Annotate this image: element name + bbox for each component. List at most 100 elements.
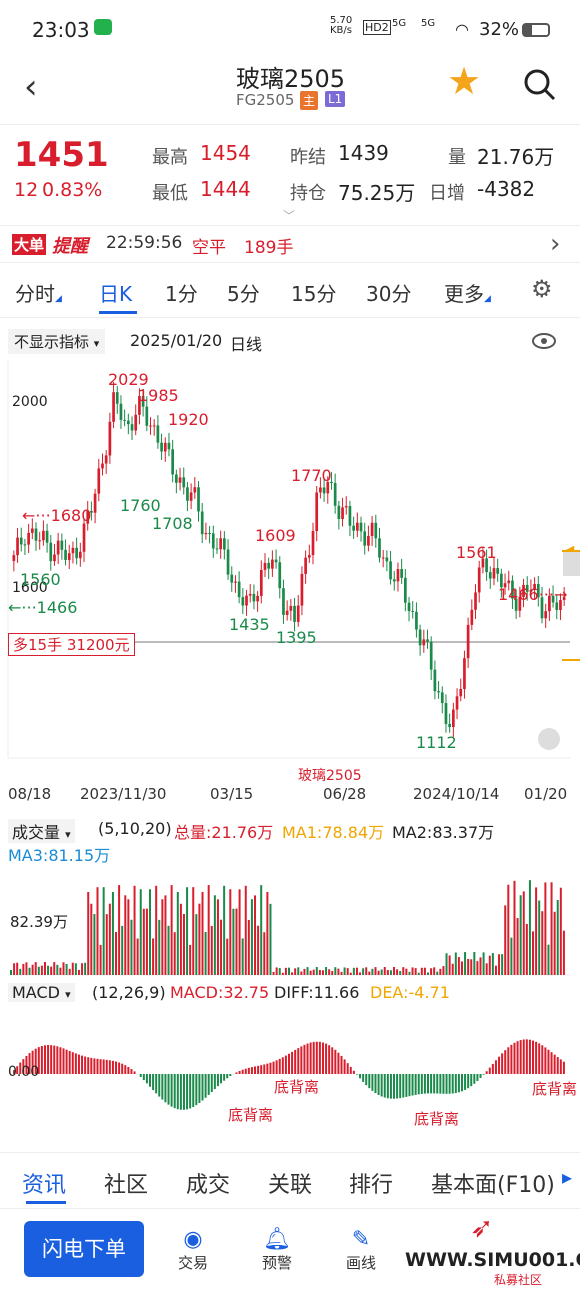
tab-5min[interactable]: 5分 — [227, 282, 260, 306]
trade-button[interactable]: ◉ 交易 — [163, 1227, 223, 1273]
tab-fundamentals[interactable]: 基本面(F10) — [431, 1173, 555, 1198]
volume-bar — [393, 967, 396, 975]
candle-body — [45, 530, 49, 543]
candle-body — [525, 584, 529, 592]
period-tabs: 分时◢ 日K 1分 5分 15分 30分 更多◢ ⚙ — [0, 264, 580, 318]
macd-bar — [53, 1045, 56, 1074]
macd-bar — [337, 1052, 340, 1074]
flash-order-button[interactable]: 闪电下单 — [24, 1221, 144, 1277]
candle-body — [285, 610, 289, 615]
back-icon[interactable]: ‹ — [24, 67, 38, 107]
tab-1min[interactable]: 1分 — [165, 282, 198, 306]
tab-more[interactable]: 更多◢ — [444, 282, 491, 306]
macd-bar — [544, 1047, 547, 1074]
x-label: 08/18 — [8, 785, 52, 803]
prev-settle-label: 昨结 — [290, 147, 326, 168]
macd-bar — [176, 1074, 179, 1110]
tab-related[interactable]: 关联 — [268, 1173, 313, 1198]
kline-chart[interactable]: 2000 1600 2029 1985 1920 ←···1680 1760 1… — [0, 360, 580, 760]
macd-bar — [433, 1074, 436, 1094]
macd-bar — [244, 1068, 247, 1074]
candle-body — [562, 597, 566, 601]
daily-increase-value: -4382 — [477, 177, 536, 201]
macd-bar — [223, 1074, 226, 1081]
volume-bar — [288, 967, 290, 975]
candle-body — [389, 561, 392, 580]
kline-date: 2025/01/20 — [130, 331, 223, 350]
macd-bar — [430, 1074, 433, 1094]
settings-gear-icon[interactable]: ⚙ — [531, 275, 553, 303]
search-icon[interactable] — [522, 67, 558, 103]
indicator-select[interactable]: 不显示指标 ▾ — [8, 329, 106, 354]
candle-body — [152, 425, 156, 427]
volume-bar — [516, 918, 519, 975]
volume-bar — [254, 895, 257, 975]
volume-chart[interactable]: 82.39万 — [0, 865, 580, 977]
macd-bar — [266, 1063, 269, 1074]
side-panel-handle[interactable] — [563, 552, 580, 576]
candle-body — [141, 396, 145, 407]
eye-icon[interactable] — [532, 331, 556, 351]
tab-15min[interactable]: 15分 — [291, 282, 337, 306]
expand-chevron-icon[interactable]: ﹀ — [283, 209, 296, 223]
candle-body — [71, 547, 75, 554]
tab-community[interactable]: 社区 — [104, 1173, 149, 1198]
volume-bar — [300, 971, 303, 975]
macd-bar — [28, 1053, 31, 1074]
candle-body — [485, 558, 488, 573]
volume-indicator-select[interactable]: 成交量 ▾ — [8, 819, 75, 843]
big-order-alert[interactable]: 大单 提醒 22:59:56 空平 189手 › — [0, 225, 580, 263]
volume-bar — [124, 895, 127, 975]
volume-bar — [139, 889, 142, 975]
volume-bar — [479, 957, 482, 975]
draw-line-button[interactable]: ✎ 画线 — [331, 1227, 391, 1273]
volume-bar — [501, 954, 504, 975]
volume-bar — [510, 937, 513, 975]
annotation-low: 1435 — [229, 615, 270, 634]
tab-30min[interactable]: 30分 — [366, 282, 412, 306]
candle-body — [263, 562, 267, 570]
macd-bar — [525, 1039, 528, 1074]
candle-body — [108, 421, 112, 456]
macd-bar — [507, 1047, 510, 1074]
tab-news[interactable]: 资讯 — [22, 1173, 67, 1198]
macd-bar — [473, 1074, 476, 1084]
candle-body — [307, 555, 311, 558]
volume-bar — [207, 885, 210, 975]
annotation-high: 1466···→ — [498, 585, 568, 604]
macd-bar — [442, 1074, 445, 1094]
fullscreen-icon[interactable] — [538, 728, 560, 750]
macd-bar — [411, 1074, 414, 1096]
macd-bar — [420, 1074, 423, 1094]
volume-bar — [152, 938, 155, 975]
candle-body — [477, 567, 481, 593]
alert-button[interactable]: 🔔︎ 预警 — [247, 1227, 307, 1273]
alert-badge: 大单 — [12, 234, 47, 255]
tab-intraday[interactable]: 分时◢ — [15, 282, 62, 306]
tab-daily-k[interactable]: 日K — [99, 282, 133, 306]
volume-bar — [115, 932, 118, 975]
chevron-right-icon[interactable]: › — [550, 229, 561, 259]
annotation-low: 1112 — [416, 733, 457, 752]
macd-bar — [47, 1045, 50, 1074]
tab-trades[interactable]: 成交 — [186, 1173, 231, 1198]
macd-bar — [56, 1046, 59, 1074]
candle-body — [378, 538, 381, 558]
macd-indicator-select[interactable]: MACD ▾ — [8, 983, 75, 1002]
favorite-star-icon[interactable]: ★ — [447, 59, 482, 103]
site-watermark: WWW.SIMU001.CN — [405, 1249, 580, 1271]
candle-body — [337, 505, 341, 520]
volume-bar — [457, 957, 460, 975]
macd-bar — [179, 1074, 182, 1110]
annotation-low: 1560 — [20, 570, 61, 589]
macd-chart[interactable]: 0.00 底背离 底背离 底背离 底背离 — [0, 1006, 580, 1142]
tab-ranking[interactable]: 排行 — [349, 1173, 394, 1198]
macd-bar — [535, 1041, 538, 1074]
volume-bar — [408, 971, 411, 975]
macd-bar — [312, 1041, 315, 1074]
candle-body — [149, 425, 152, 427]
macd-bar — [513, 1042, 516, 1074]
scroll-right-icon[interactable]: ▸ — [562, 1165, 573, 1189]
macd-bar — [482, 1074, 485, 1075]
macd-bar — [306, 1043, 309, 1074]
